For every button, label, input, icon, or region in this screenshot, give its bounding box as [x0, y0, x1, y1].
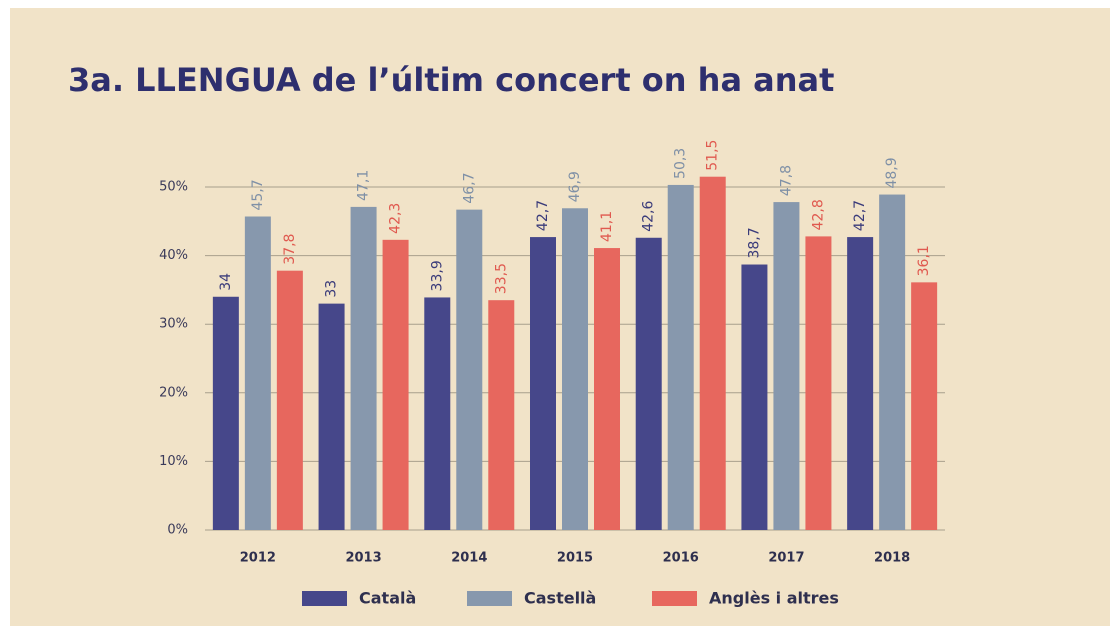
value-label: 42,7 [535, 200, 551, 231]
value-label: 33,5 [493, 263, 509, 294]
x-tick-label: 2012 [240, 551, 276, 566]
chart-title: 3a. LLENGUA de l’últim concert on ha ana… [68, 61, 834, 99]
bar [741, 264, 768, 530]
x-tick-label: 2014 [451, 551, 487, 566]
bar [879, 194, 906, 530]
bar [805, 236, 832, 530]
bar [212, 296, 239, 530]
legend-swatch [652, 591, 697, 606]
bar [530, 237, 556, 530]
y-tick-label: 0% [167, 523, 188, 538]
legend-swatch [467, 591, 512, 606]
bar [382, 239, 409, 530]
value-label: 50,3 [673, 148, 689, 179]
y-tick-label: 20% [159, 385, 188, 400]
bar [488, 300, 515, 530]
x-tick-label: 2016 [663, 551, 699, 566]
bar [424, 297, 451, 530]
bar [847, 237, 874, 530]
x-tick-label: 2017 [768, 551, 804, 566]
bar [244, 216, 271, 531]
value-label: 42,3 [388, 203, 404, 234]
value-label: 48,9 [884, 157, 900, 188]
y-tick-label: 10% [159, 454, 188, 469]
bar [350, 206, 377, 531]
bar [911, 282, 938, 530]
value-label: 42,8 [810, 199, 826, 230]
value-label: 47,1 [356, 170, 372, 201]
y-tick-label: 40% [159, 248, 188, 263]
value-label: 41,1 [599, 211, 615, 242]
bar [562, 208, 588, 531]
x-tick-label: 2013 [345, 551, 381, 566]
legend-label: Anglès i altres [709, 589, 839, 608]
bar [318, 303, 345, 530]
value-label: 51,5 [705, 140, 721, 171]
bar [699, 176, 726, 530]
y-tick-label: 50% [159, 180, 188, 195]
value-label: 33 [324, 280, 340, 298]
value-label: 47,8 [778, 165, 794, 196]
value-label: 45,7 [250, 179, 266, 210]
x-tick-label: 2018 [874, 551, 910, 566]
value-label: 42,7 [852, 200, 868, 231]
bar [773, 202, 800, 531]
legend-label: Castellà [524, 589, 596, 608]
bar [667, 184, 694, 530]
value-label: 36,1 [916, 245, 932, 276]
bar [635, 237, 662, 530]
legend-swatch [302, 591, 347, 606]
bar [276, 270, 303, 530]
bar [594, 248, 620, 530]
value-label: 38,7 [746, 227, 762, 258]
x-tick-label: 2015 [557, 551, 593, 566]
value-label: 33,9 [429, 260, 445, 291]
value-label: 46,7 [461, 172, 477, 203]
y-tick-label: 30% [159, 317, 188, 332]
bar [456, 209, 483, 530]
legend-label: Català [359, 589, 416, 608]
value-label: 42,6 [641, 200, 657, 231]
value-label: 34 [218, 273, 234, 291]
value-label: 37,8 [282, 234, 298, 265]
value-label: 46,9 [567, 171, 583, 202]
